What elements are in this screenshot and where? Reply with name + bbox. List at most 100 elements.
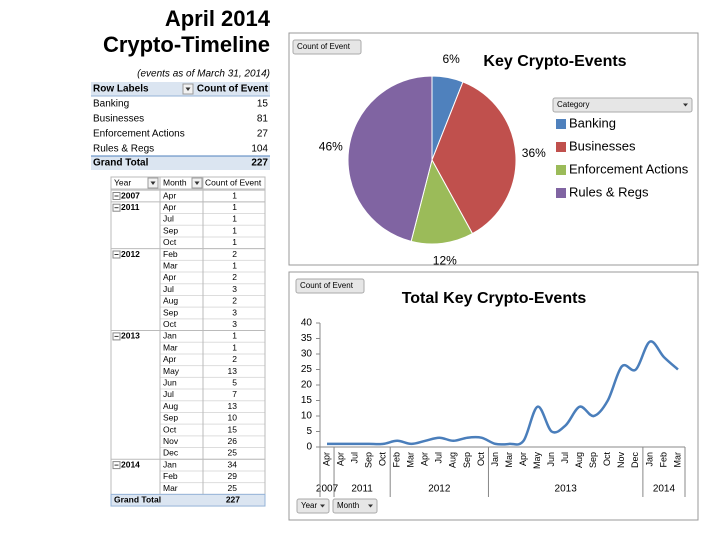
month-label: Sep (163, 307, 178, 317)
legend-swatch (556, 142, 566, 152)
x-tick-label: Mar (406, 452, 416, 468)
cell-value: 1 (232, 237, 237, 247)
field-button-label: Count of Event (297, 42, 351, 51)
x-tick-label: Apr (420, 452, 430, 466)
x-tick-label: Jul (349, 452, 359, 464)
field-button-label: Category (557, 100, 589, 109)
month-label: Mar (163, 342, 178, 352)
cell-value: 1 (232, 202, 237, 212)
column-header: Year (114, 177, 131, 187)
cell-value: 13 (228, 401, 238, 411)
x-tick-label: Oct (476, 452, 486, 467)
month-label: Aug (163, 401, 178, 411)
x-group-label: 2007 (316, 484, 339, 495)
x-tick-label: Jul (560, 452, 570, 464)
field-button-label: Year (301, 501, 318, 510)
x-tick-label: Aug (448, 452, 458, 468)
cell-value: 1 (232, 214, 237, 224)
pie-slice (431, 81, 517, 235)
x-tick-label: Feb (392, 452, 402, 468)
month-label: Apr (163, 202, 176, 212)
x-tick-label: Jun (546, 452, 556, 467)
field-button[interactable] (292, 39, 362, 55)
cell-value: 29 (228, 471, 238, 481)
cell-value: 10 (228, 413, 238, 423)
month-label: Apr (163, 190, 176, 200)
dropdown-arrow (150, 181, 156, 185)
cell-value: 2 (232, 296, 237, 306)
year-label: 2011 (121, 202, 140, 212)
cell-value: 2 (232, 249, 237, 259)
x-tick-label: Jan (490, 452, 500, 467)
field-button[interactable] (295, 278, 365, 294)
field-button[interactable] (332, 498, 378, 514)
y-tick-label: 0 (306, 442, 312, 453)
month-label: Jan (163, 331, 177, 341)
pie-slice (410, 158, 474, 245)
cell-value: 15 (228, 424, 238, 434)
x-tick-label: Sep (588, 452, 598, 468)
cell-value: 1 (232, 331, 237, 341)
cell-value: 13 (228, 366, 238, 376)
y-tick-label: 15 (301, 395, 313, 406)
dropdown-arrow (683, 103, 688, 107)
data-label: 12% (433, 253, 457, 267)
x-group-label: 2014 (653, 484, 676, 495)
month-label: May (163, 366, 180, 376)
cell-value: 27 (257, 129, 269, 140)
line-series (327, 340, 679, 446)
cell-value: 2 (232, 272, 237, 282)
x-tick-label: Apr (518, 452, 528, 466)
chart-title: Key Crypto-Events (483, 53, 626, 70)
x-tick-label: Aug (574, 452, 584, 468)
cell-value: 34 (228, 459, 238, 469)
chart-title: Total Key Crypto-Events (402, 290, 587, 307)
field-button[interactable] (552, 97, 693, 113)
x-tick-label: May (532, 452, 542, 470)
month-label: Apr (163, 354, 176, 364)
x-tick-label: Nov (616, 452, 626, 469)
month-label: Mar (163, 260, 178, 270)
cell-value: 5 (232, 377, 237, 387)
page-title: Crypto-Timeline (103, 32, 270, 57)
row-label: Enforcement Actions (93, 129, 185, 140)
x-group-label: 2011 (351, 484, 373, 495)
column-header: Row Labels (93, 84, 149, 95)
year-label: 2014 (121, 459, 140, 469)
x-group-label: 2013 (555, 484, 578, 495)
total-label: Grand Total (93, 158, 149, 169)
column-header: Count of Event (205, 177, 262, 187)
row-label: Rules & Regs (93, 144, 154, 155)
month-label: Aug (163, 296, 178, 306)
legend-label: Banking (569, 115, 616, 130)
y-tick-label: 20 (301, 380, 313, 391)
month-label: Oct (163, 424, 177, 434)
field-button[interactable] (296, 498, 330, 514)
month-label: Oct (163, 319, 177, 329)
row-label: Businesses (93, 114, 144, 125)
legend-swatch (556, 188, 566, 198)
cell-value: 1 (232, 342, 237, 352)
data-label: 46% (319, 139, 343, 153)
page-title: April 2014 (165, 6, 271, 31)
cell-value: 3 (232, 307, 237, 317)
x-tick-label: Oct (602, 452, 612, 467)
year-label: 2012 (121, 249, 140, 259)
month-label: Dec (163, 448, 179, 458)
cell-value: 25 (228, 483, 238, 493)
legend-swatch (556, 165, 566, 175)
x-tick-label: Feb (658, 452, 668, 468)
table-total-bg (91, 156, 270, 170)
dropdown-arrow (320, 504, 325, 508)
month-label: Feb (163, 249, 178, 259)
column-header: Month (163, 177, 187, 187)
cell-value: 26 (228, 436, 238, 446)
cell-value: 2 (232, 354, 237, 364)
month-label: Sep (163, 413, 178, 423)
month-label: Jun (163, 377, 177, 387)
month-label: Oct (163, 237, 177, 247)
legend-label: Enforcement Actions (569, 161, 689, 176)
total-value: 227 (226, 494, 240, 504)
x-tick-label: Jul (434, 452, 444, 464)
